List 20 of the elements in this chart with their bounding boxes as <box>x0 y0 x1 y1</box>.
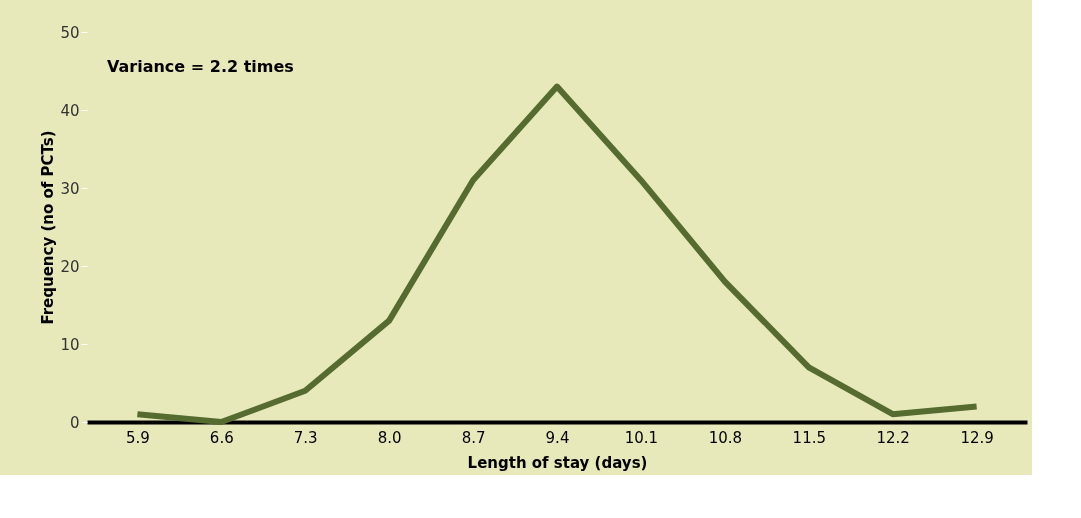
y-tick-label: 0 <box>69 413 80 432</box>
x-axis-title: Length of stay (days) <box>467 453 648 472</box>
x-tick-label: 10.1 <box>624 428 659 447</box>
x-tick-label: 8.0 <box>377 428 402 447</box>
x-tick-label: 8.7 <box>461 428 486 447</box>
x-tick-label: 11.5 <box>792 428 826 447</box>
x-tick-label: 10.8 <box>708 428 743 447</box>
x-tick-label: 7.3 <box>293 428 318 447</box>
y-axis-title: Frequency (no of PCTs) <box>39 130 58 325</box>
x-tick-label: 5.9 <box>125 428 150 447</box>
y-tick-label: 20 <box>60 257 80 276</box>
x-tick-label: 9.4 <box>545 428 570 447</box>
y-tick-label: 50 <box>60 23 80 42</box>
x-tick-label: 6.6 <box>209 428 234 447</box>
annotation: Variance = 2.2 times <box>107 57 294 76</box>
x-tick-label: 12.2 <box>876 428 910 447</box>
y-tick-label: 30 <box>60 179 80 198</box>
x-tick-label: 12.9 <box>960 428 994 447</box>
y-tick-label: 10 <box>60 335 80 354</box>
y-tick-label: 40 <box>60 101 80 120</box>
